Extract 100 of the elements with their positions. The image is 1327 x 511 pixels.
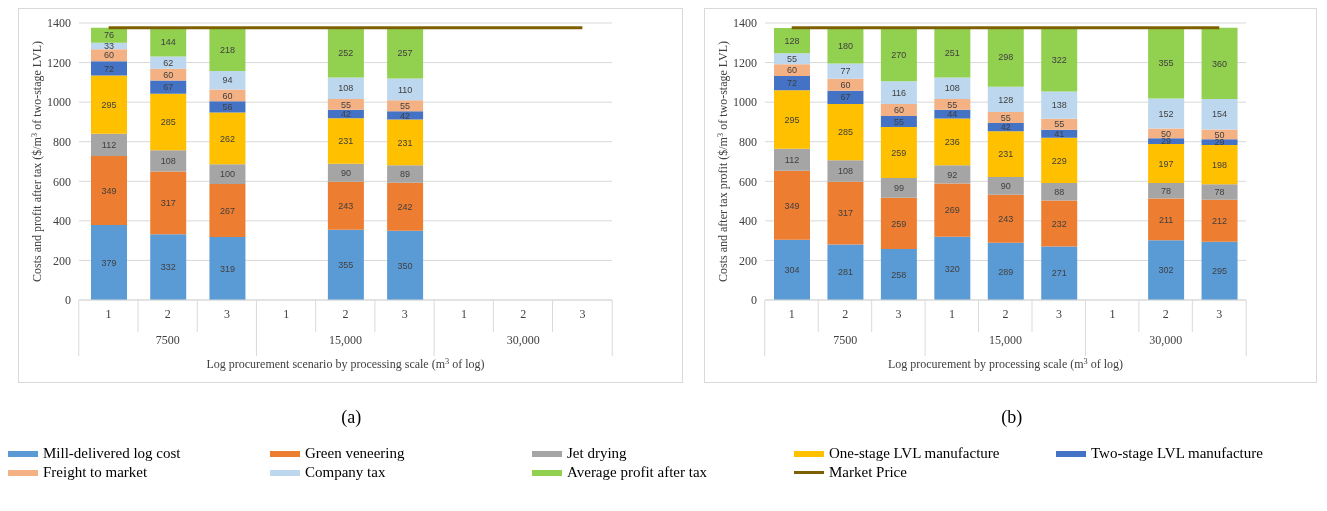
bar — [934, 77, 971, 99]
text: 30,000 — [506, 333, 540, 347]
data-label: 72 — [787, 78, 798, 89]
bar — [988, 131, 1025, 177]
bar — [91, 133, 127, 156]
data-label: 72 — [103, 63, 115, 74]
bar — [327, 181, 364, 230]
x-tick-label: 3 — [1056, 307, 1063, 321]
bar — [327, 229, 364, 300]
y-tick-label: 800 — [53, 134, 71, 149]
data-label: 99 — [894, 183, 905, 194]
data-label: 197 — [1159, 158, 1175, 169]
bar — [150, 56, 187, 69]
data-label: 44 — [947, 109, 958, 120]
y-tick-label: 0 — [751, 293, 758, 308]
data-label: 41 — [1054, 128, 1065, 139]
data-label: 379 — [101, 257, 117, 268]
data-label: 317 — [160, 198, 176, 209]
data-label: 180 — [838, 40, 854, 51]
data-label: 259 — [891, 147, 907, 158]
x-tick-label: 3 — [1216, 307, 1223, 321]
legend-label: Company tax — [305, 464, 386, 481]
data-label: 271 — [1052, 268, 1068, 279]
data-label: 295 — [1212, 266, 1228, 277]
data-label: 110 — [397, 84, 413, 95]
data-label: 154 — [1212, 109, 1228, 120]
bar — [1202, 241, 1239, 300]
legend-label: Green veneering — [305, 445, 405, 462]
bar — [881, 248, 918, 300]
data-label: 55 — [787, 53, 798, 64]
data-label: 108 — [160, 156, 176, 167]
x-tick-label: 2 — [842, 307, 849, 321]
data-label: 55 — [340, 99, 351, 110]
data-label: 100 — [219, 169, 235, 180]
data-label: 55 — [1001, 112, 1012, 123]
data-label: 258 — [891, 269, 907, 280]
legend-label: One-stage LVL manufacture — [829, 445, 1000, 462]
bar — [774, 76, 811, 91]
data-label: 29 — [1215, 137, 1226, 148]
data-label: 252 — [338, 47, 354, 58]
data-label: 302 — [1159, 265, 1175, 276]
x-tick-label: 1 — [283, 307, 290, 321]
bar — [881, 197, 918, 249]
data-label: 295 — [784, 114, 800, 125]
data-label: 55 — [947, 99, 958, 110]
y-tick-label: 1000 — [47, 95, 71, 110]
data-label: 332 — [160, 262, 176, 273]
bar — [1148, 144, 1185, 184]
data-label: 108 — [838, 166, 854, 177]
data-label: 67 — [840, 92, 851, 103]
data-label: 55 — [1054, 119, 1065, 130]
bar — [91, 61, 127, 76]
y-tick-label: 1200 — [733, 55, 758, 70]
data-label: 242 — [397, 202, 413, 212]
data-label: 289 — [998, 266, 1014, 277]
data-label: 231 — [397, 137, 413, 148]
data-label: 116 — [892, 87, 907, 98]
x-tick-label: 3 — [896, 307, 903, 321]
bar — [209, 112, 246, 165]
bar — [327, 163, 364, 182]
bar — [387, 119, 424, 166]
data-label: 229 — [1052, 155, 1068, 166]
text: (a) — [340, 407, 363, 428]
x-tick-label: 1 — [105, 307, 112, 321]
bar — [150, 68, 187, 81]
data-label: 67 — [163, 82, 174, 93]
bar — [827, 244, 864, 300]
data-label: 349 — [784, 200, 800, 211]
bar — [327, 27, 364, 78]
bar — [1202, 184, 1239, 200]
data-label: 50 — [1161, 128, 1172, 139]
data-label: 42 — [400, 110, 411, 121]
x-tick-label: 3 — [579, 307, 586, 321]
bar — [91, 155, 127, 226]
data-label: 144 — [160, 37, 176, 48]
data-label: 92 — [947, 169, 958, 180]
legend-label: Mill-delivered log cost — [43, 445, 181, 462]
bar — [1041, 200, 1078, 247]
bar — [150, 150, 187, 172]
x-tick-label: 2 — [164, 307, 171, 321]
bar — [827, 103, 864, 161]
text: 15,000 — [989, 333, 1023, 347]
bar — [91, 75, 127, 134]
data-label: 236 — [945, 137, 961, 148]
bar — [1148, 198, 1185, 241]
data-label: 62 — [163, 57, 174, 68]
data-label: 112 — [785, 154, 800, 165]
bar — [881, 27, 918, 82]
x-tick-label: 2 — [1002, 307, 1009, 321]
bar — [387, 165, 424, 183]
bar — [827, 27, 864, 64]
bar — [1202, 27, 1239, 99]
bar — [209, 236, 246, 300]
data-label: 270 — [891, 49, 907, 60]
data-label: 355 — [338, 260, 354, 271]
bar — [327, 118, 364, 164]
data-label: 56 — [222, 102, 233, 113]
x-tick-label: 1 — [1109, 307, 1116, 321]
bar — [988, 176, 1025, 195]
bar — [150, 171, 187, 235]
